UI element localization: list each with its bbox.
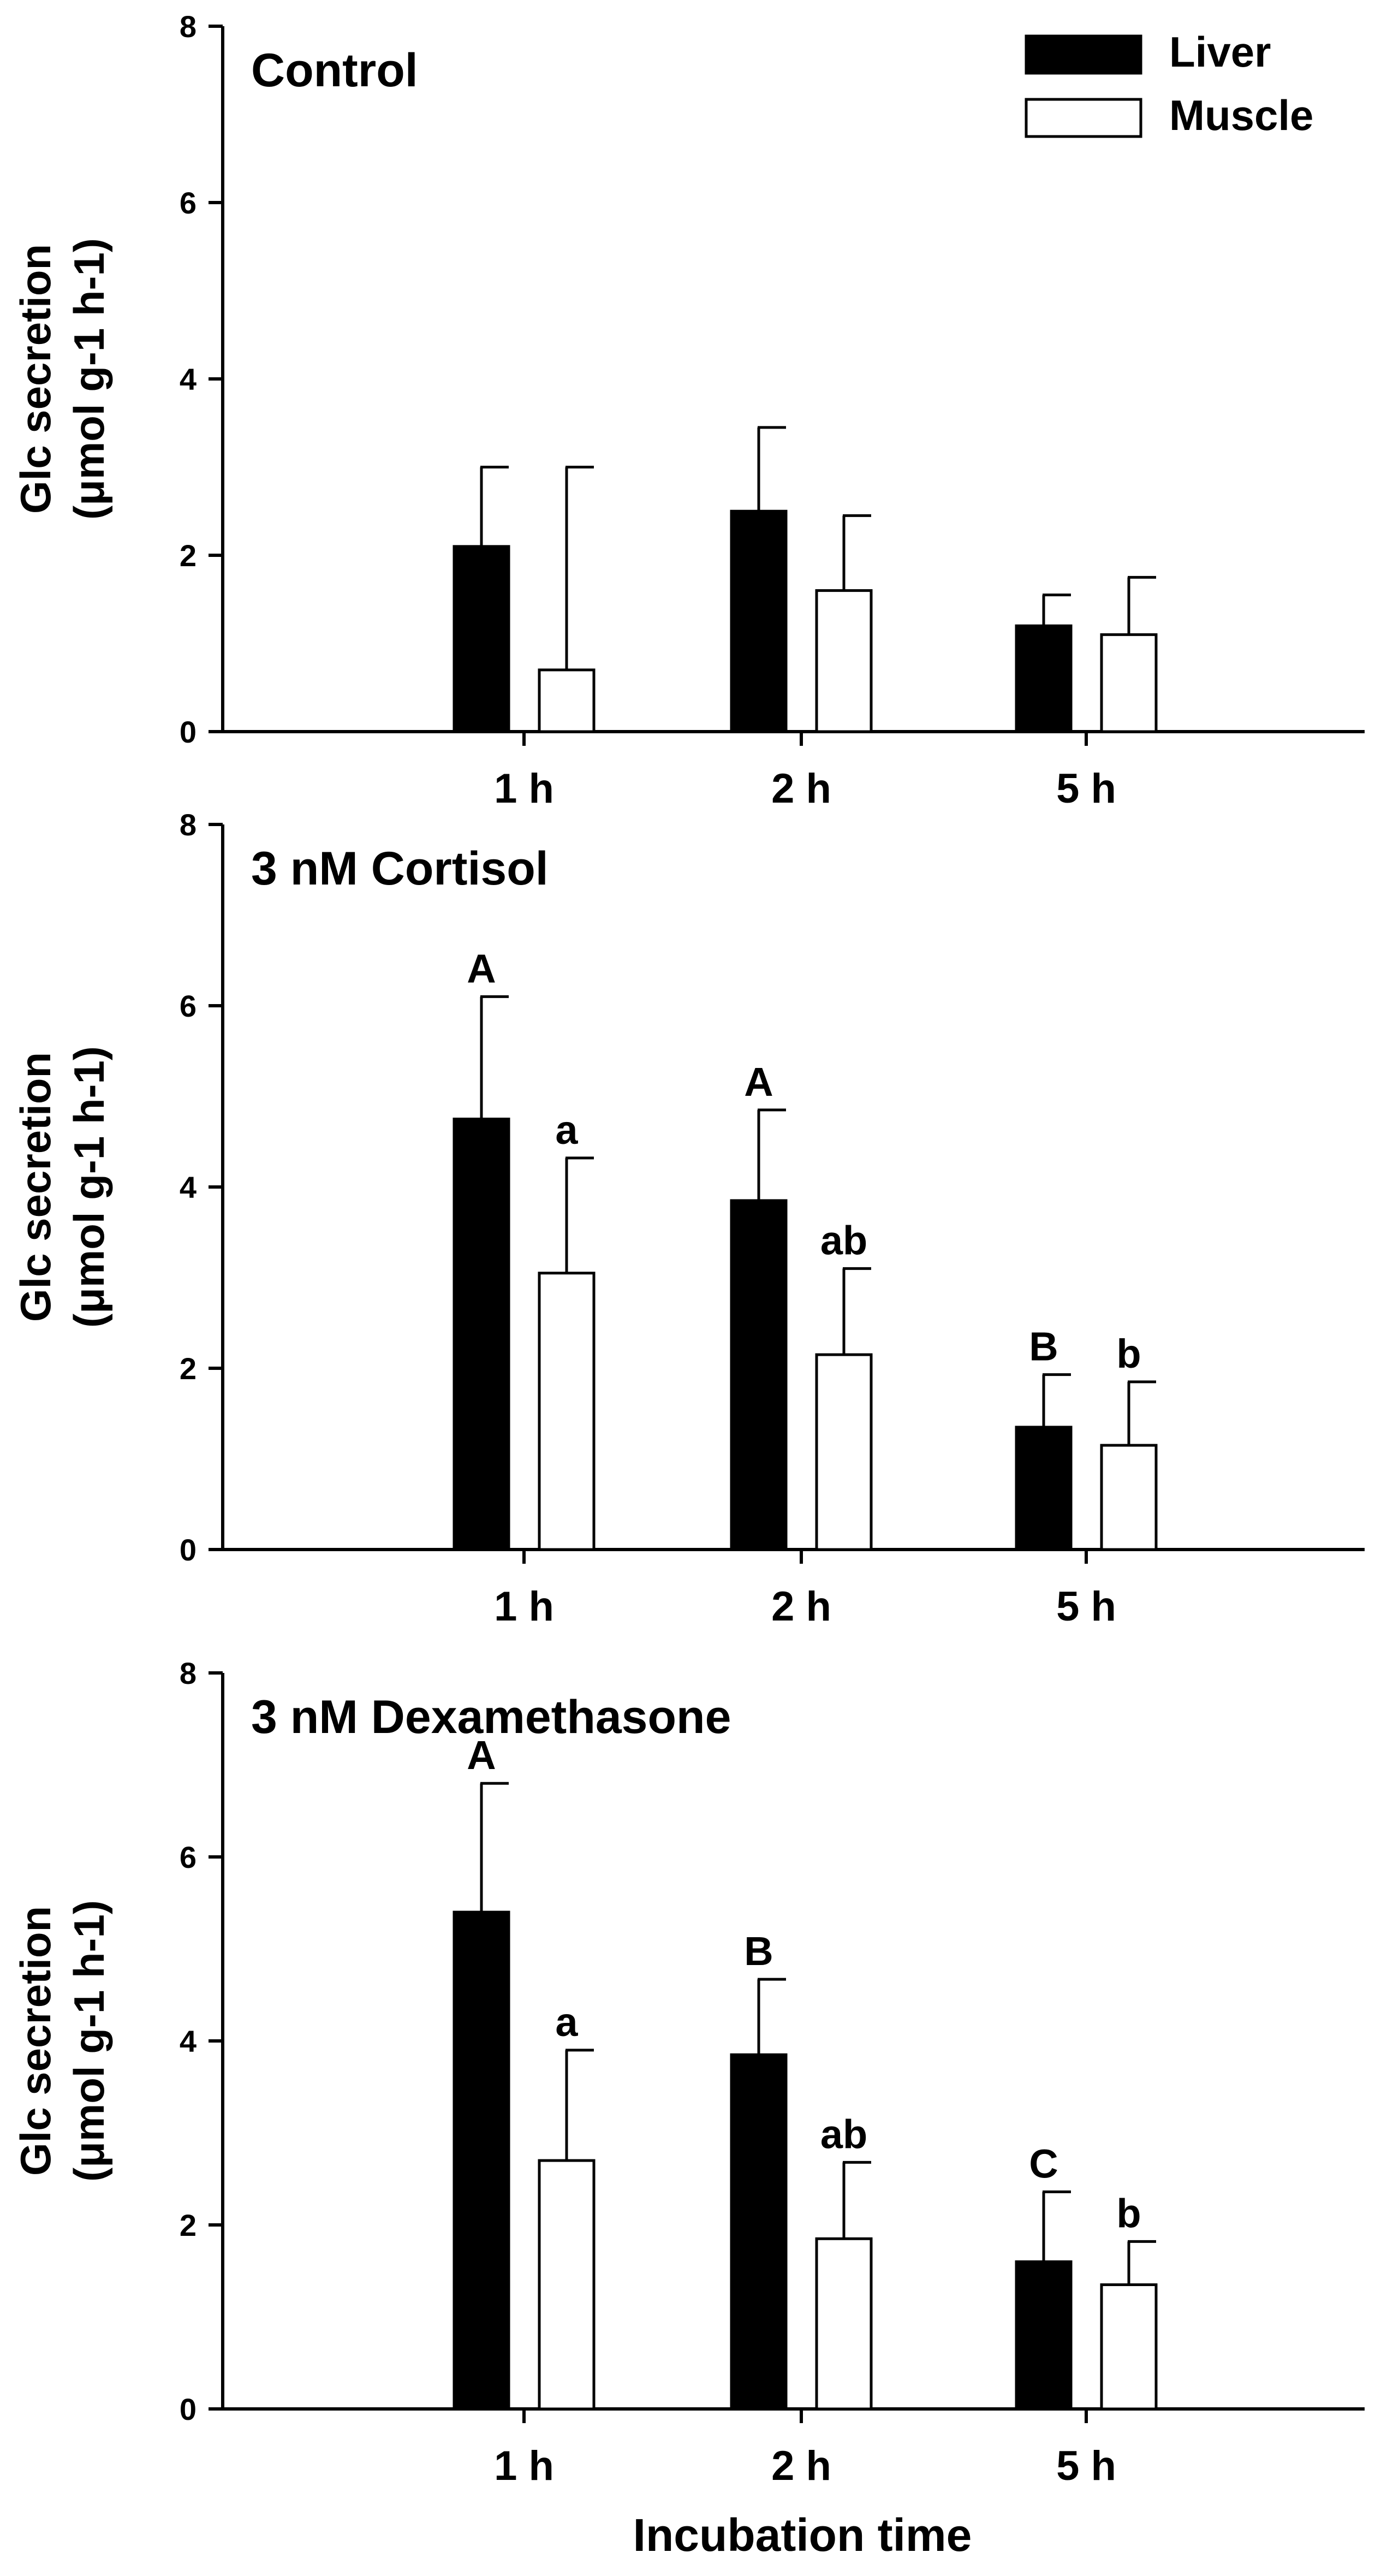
panel-2: 0 2 4 6 8 1 h 2 h 5 h A A Ba ab b 3 nM Cortisol Glc se…: [11, 808, 1365, 1630]
y-tick-label: 0: [180, 1533, 197, 1567]
significance-label: ab: [820, 1218, 867, 1263]
panel-title: 3 nM Dexamethasone: [251, 1691, 731, 1743]
bar-muscle: [538, 2159, 596, 2411]
bar-muscle: [815, 1353, 873, 1551]
bar-muscle: [815, 589, 873, 733]
x-category-label: 5 h: [1056, 1583, 1116, 1630]
bar-liver: [453, 1118, 510, 1551]
significance-label: B: [744, 1928, 773, 1974]
significance-label: a: [555, 1107, 578, 1153]
x-category-label: 5 h: [1056, 765, 1116, 812]
y-tick-label: 4: [180, 1170, 197, 1204]
y-tick-label: 6: [180, 989, 197, 1023]
significance-label: A: [467, 1732, 496, 1778]
y-tick-label: 8: [180, 808, 197, 842]
legend: Liver Muscle: [1025, 28, 1313, 139]
significance-label: C: [1029, 2141, 1058, 2186]
y-tick-label: 8: [180, 1656, 197, 1690]
legend-label-liver: Liver: [1169, 28, 1271, 76]
y-axis-unit: (μmol g-1 h-1): [65, 238, 113, 520]
panel-3: 0 2 4 6 8 1 h 2 h 5 h A B Ca ab b 3 nM Dexamethasone G…: [11, 1656, 1365, 2489]
y-tick-label: 6: [180, 186, 197, 220]
y-tick-label: 4: [180, 362, 197, 396]
bar-liver: [453, 1910, 510, 2411]
y-axis-title: Glc secretion: [11, 1906, 59, 2176]
bar-liver: [730, 509, 788, 733]
x-category-label: 1 h: [494, 765, 554, 812]
bar-liver: [1015, 1426, 1073, 1551]
significance-label: A: [744, 1059, 773, 1105]
bar-liver: [1015, 2260, 1073, 2411]
panel-title: Control: [251, 44, 418, 97]
x-category-label: 1 h: [494, 2443, 554, 2489]
y-tick-label: 0: [180, 2392, 197, 2426]
bar-muscle: [1100, 2283, 1158, 2411]
x-category-label: 1 h: [494, 1583, 554, 1630]
x-category-label: 2 h: [771, 2443, 831, 2489]
y-tick-label: 2: [180, 1351, 197, 1386]
x-category-label: 2 h: [771, 765, 831, 812]
panel-title: 3 nM Cortisol: [251, 842, 549, 895]
bar-liver: [1015, 624, 1073, 733]
significance-label: b: [1116, 1331, 1141, 1376]
y-axis-unit: (μmol g-1 h-1): [65, 1900, 113, 2182]
significance-label: B: [1029, 1324, 1058, 1369]
significance-label: b: [1116, 2191, 1141, 2236]
bar-muscle: [1100, 1444, 1158, 1551]
bar-liver: [730, 2053, 788, 2411]
bar-muscle: [538, 1272, 596, 1551]
bar-liver: [730, 1199, 788, 1551]
y-tick-label: 2: [180, 538, 197, 573]
bar-liver: [453, 545, 510, 733]
x-category-label: 5 h: [1056, 2443, 1116, 2489]
bar-muscle: [815, 2237, 873, 2411]
y-tick-label: 6: [180, 1840, 197, 1874]
x-axis-title: Incubation time: [633, 2509, 972, 2561]
bar-muscle: [538, 668, 596, 733]
significance-label: A: [467, 946, 496, 991]
significance-label: a: [555, 1999, 578, 2045]
y-axis-title: Glc secretion: [11, 244, 59, 514]
panel-1: 0 2 4 6 8 1 h 2 h 5 h Control Glc secretion (μmol …: [11, 9, 1365, 812]
legend-swatch-liver: [1025, 34, 1142, 75]
significance-label: ab: [820, 2111, 867, 2157]
y-tick-label: 8: [180, 9, 197, 44]
legend-label-muscle: Muscle: [1169, 91, 1313, 139]
y-tick-label: 0: [180, 715, 197, 749]
y-tick-label: 4: [180, 2024, 197, 2058]
y-axis-unit: (μmol g-1 h-1): [65, 1046, 113, 1328]
y-axis-title: Glc secretion: [11, 1052, 59, 1322]
legend-swatch-muscle: [1025, 98, 1142, 138]
bar-muscle: [1100, 633, 1158, 733]
x-category-label: 2 h: [771, 1583, 831, 1630]
y-tick-label: 2: [180, 2208, 197, 2242]
